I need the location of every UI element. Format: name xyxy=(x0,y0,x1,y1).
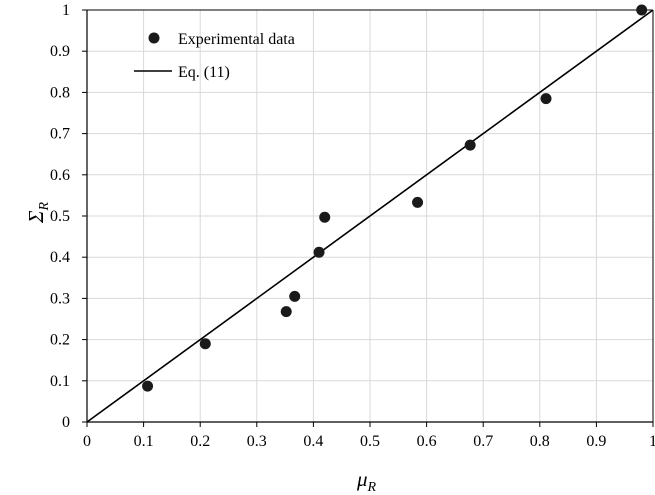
y-axis-title: ΣR xyxy=(24,202,52,224)
y-tick-label: 0.4 xyxy=(50,249,70,266)
data-point xyxy=(412,196,424,208)
x-tick-label: 0.1 xyxy=(134,433,154,450)
x-tick-label: 0 xyxy=(83,433,91,450)
y-tick-label: 0.6 xyxy=(50,167,70,184)
y-axis-title-sub: R xyxy=(37,202,52,212)
legend: Experimental data Eq. (11) xyxy=(134,31,295,81)
x-tick-label: 0.8 xyxy=(530,433,550,450)
y-tick-label: 0.2 xyxy=(50,332,70,349)
x-tick-label: 0.4 xyxy=(303,433,323,450)
x-tick-label: 0.2 xyxy=(190,433,210,450)
x-tick-label: 0.5 xyxy=(360,433,380,450)
data-point xyxy=(319,211,331,223)
legend-marker-experimental xyxy=(148,32,160,44)
axes xyxy=(82,9,654,427)
y-tick-label: 0.8 xyxy=(50,84,70,101)
x-tick-label: 0.7 xyxy=(473,433,493,450)
y-tick-label: 0.7 xyxy=(50,126,70,143)
x-axis-title-main: μ xyxy=(356,467,368,491)
y-tick-label: 0.9 xyxy=(50,43,70,60)
tick-labels: 0 0.1 0.2 0.3 0.4 0.5 0.6 0.7 0.8 0.9 1 0 0.1 0.2 0.3 0… xyxy=(50,2,655,450)
x-axis-title: μR xyxy=(356,467,377,495)
data-point xyxy=(199,338,211,350)
data-point xyxy=(636,4,648,16)
y-tick-label: 1 xyxy=(62,2,70,19)
x-tick-label: 0.6 xyxy=(417,433,437,450)
y-axis-title-main: Σ xyxy=(24,210,48,224)
x-axis-title-sub: R xyxy=(367,480,377,495)
x-tick-label: 0.9 xyxy=(586,433,606,450)
legend-label-experimental: Experimental data xyxy=(178,31,295,48)
y-tick-label: 0 xyxy=(62,414,70,431)
y-tick-label: 0.1 xyxy=(50,373,70,390)
data-point xyxy=(289,290,301,302)
data-point xyxy=(142,380,154,392)
data-point xyxy=(540,93,552,105)
y-tick-label: 0.5 xyxy=(50,208,70,225)
y-tick-label: 0.3 xyxy=(50,290,70,307)
data-point xyxy=(313,246,325,258)
data-point xyxy=(464,139,476,151)
eq11-line xyxy=(86,9,654,423)
x-tick-label: 0.3 xyxy=(247,433,267,450)
data-point xyxy=(280,306,292,318)
x-tick-label: 1 xyxy=(649,433,655,450)
legend-label-eq11: Eq. (11) xyxy=(178,64,230,81)
series-layer xyxy=(86,4,654,423)
